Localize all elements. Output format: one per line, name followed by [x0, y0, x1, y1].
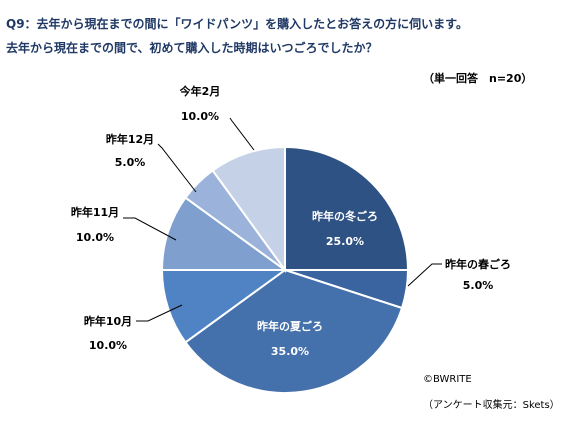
slice-value-5: 10.0%	[76, 231, 114, 244]
slice-label-7: 今年2月	[179, 84, 221, 98]
pie-slice-7	[211, 145, 286, 274]
slice-label-3: 昨年の夏ごろ	[257, 319, 323, 333]
slice-value-1: 25.0%	[326, 235, 364, 248]
slice-label-6: 昨年12月	[106, 132, 154, 146]
slice-value-6: 5.0%	[115, 156, 146, 169]
leader-line-7	[229, 117, 255, 151]
pie-slice-5	[160, 196, 289, 271]
slice-label-5: 昨年11月	[71, 205, 119, 219]
leader-line-2	[407, 263, 442, 287]
slice-label-4: 昨年10月	[84, 314, 132, 328]
slice-label-2: 昨年の春ごろ	[445, 257, 511, 271]
question-line-2: 去年から現在までの間で、初めて購入した時期はいつごろでしたか？	[6, 41, 378, 55]
source-text: （アンケート収集元：Skets）	[423, 400, 560, 411]
slice-value-3: 35.0%	[271, 345, 309, 358]
slice-value-7: 10.0%	[181, 110, 219, 123]
leader-line-4	[136, 304, 183, 322]
slice-value-2: 5.0%	[463, 279, 494, 292]
pie-slice-1	[284, 145, 410, 271]
response-meta: （単一回答 n=20）	[423, 72, 533, 85]
slice-value-4: 10.0%	[89, 339, 127, 352]
pie-slice-4	[160, 269, 289, 344]
leader-line-5	[123, 217, 177, 241]
pie-slice-3	[184, 268, 404, 394]
copyright-text: ©BWRITE	[423, 374, 472, 385]
slice-label-1: 昨年の冬ごろ	[312, 209, 378, 223]
question-line-1: Q9：去年から現在までの間に「ワイドパンツ」を購入したとお答えの方に伺います。	[6, 17, 468, 31]
leader-line-6	[157, 143, 197, 193]
